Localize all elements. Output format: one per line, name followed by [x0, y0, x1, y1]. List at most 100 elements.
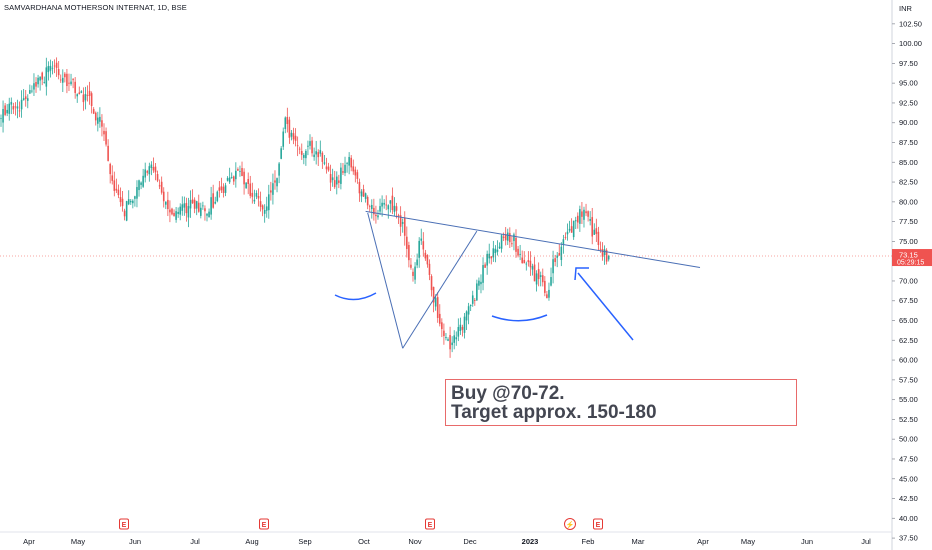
- countdown-label: 05:29:15: [897, 260, 924, 267]
- candle-body: [177, 211, 179, 214]
- candle-body: [587, 211, 589, 217]
- candle-body: [57, 69, 60, 76]
- candle-body: [113, 180, 116, 191]
- y-tick-label: 82.50: [899, 178, 918, 187]
- candle-body: [323, 162, 326, 164]
- candle-body: [463, 316, 466, 333]
- candles-group: [0, 57, 610, 358]
- candle-body: [350, 157, 352, 168]
- y-tick-label: 52.50: [899, 415, 918, 424]
- candle-body: [335, 176, 338, 185]
- candle-body: [467, 306, 470, 315]
- candle-body: [383, 202, 385, 205]
- x-tick-label: Sep: [298, 537, 311, 546]
- y-tick-label: 100.00: [899, 39, 922, 48]
- candle-body: [593, 229, 596, 235]
- candle-body: [443, 330, 445, 337]
- candle-body: [43, 82, 46, 83]
- y-tick-label: 50.00: [899, 435, 918, 444]
- candle-body: [358, 181, 361, 194]
- candle-body: [148, 166, 151, 175]
- y-tick-label: 67.50: [899, 296, 918, 305]
- note-line-target: Target approx. 150-180: [451, 402, 657, 423]
- y-tick-label: 92.50: [899, 98, 918, 107]
- candle-body: [286, 116, 289, 125]
- candle-body: [255, 192, 258, 197]
- candle-body: [10, 101, 13, 105]
- trade-note-box[interactable]: Buy @70-72. Target approx. 150-180: [445, 379, 797, 426]
- candle-body: [90, 93, 93, 107]
- candle-body: [517, 248, 519, 256]
- candle-body: [515, 237, 517, 252]
- y-tick-label: 102.50: [899, 19, 922, 28]
- candle-body: [389, 200, 392, 204]
- y-tick-label: 90.00: [899, 118, 918, 127]
- candle-body: [603, 249, 606, 255]
- candle-body: [243, 171, 245, 185]
- candle-body: [416, 259, 418, 266]
- candle-body: [232, 176, 235, 182]
- candle-body: [119, 197, 122, 203]
- candle-body: [319, 150, 322, 154]
- candle-body: [480, 281, 482, 285]
- candle-body: [519, 253, 521, 255]
- candle-body: [228, 177, 231, 183]
- candle-body: [274, 180, 276, 183]
- x-tick-label: May: [71, 537, 85, 546]
- candle-body: [428, 263, 431, 275]
- y-tick-label: 87.50: [899, 138, 918, 147]
- candle-body: [290, 132, 293, 137]
- candle-body: [338, 180, 340, 183]
- candle-body: [465, 311, 468, 321]
- candle-body: [68, 82, 70, 84]
- candle-body: [554, 258, 556, 263]
- candle-body: [0, 117, 2, 119]
- candle-body: [59, 79, 62, 81]
- candle-body: [35, 81, 37, 87]
- candle-body: [270, 190, 272, 193]
- x-tick-label: Mar: [632, 537, 645, 546]
- candle-body: [422, 241, 425, 250]
- candle-body: [84, 94, 87, 101]
- candle-body: [72, 79, 74, 81]
- candle-body: [525, 263, 528, 265]
- x-tick-label: Nov: [408, 537, 422, 546]
- candle-body: [539, 275, 542, 277]
- candle-body: [109, 163, 111, 175]
- candle-body: [4, 105, 6, 115]
- candle-body: [189, 200, 192, 209]
- candle-body: [385, 204, 388, 206]
- candle-body: [160, 181, 163, 193]
- note-line-buy: Buy @70-72.: [451, 383, 565, 404]
- candle-body: [348, 156, 350, 166]
- candle-body: [261, 205, 264, 210]
- candle-body: [226, 178, 229, 181]
- candle-body: [251, 192, 254, 197]
- candle-body: [191, 199, 194, 204]
- arrow-head: [574, 267, 589, 281]
- candle-body: [268, 194, 270, 211]
- candle-body: [471, 295, 474, 304]
- candle-body: [296, 145, 299, 147]
- candle-body: [156, 174, 159, 181]
- candle-body: [511, 243, 513, 245]
- y-tick-label: 60.00: [899, 356, 918, 365]
- candle-body: [585, 211, 587, 214]
- y-tick-label: 37.50: [899, 534, 918, 543]
- candle-body: [80, 91, 83, 93]
- right-shoulder-arc: [491, 314, 548, 322]
- candle-body: [521, 257, 523, 263]
- left-shoulder-arc: [334, 292, 377, 301]
- x-tick-label: May: [741, 537, 755, 546]
- candle-body: [235, 170, 237, 180]
- candle-body: [22, 98, 25, 101]
- candle-body: [401, 222, 404, 224]
- candle-body: [158, 185, 161, 187]
- earnings-event-icon: [259, 518, 269, 530]
- candle-body: [321, 152, 324, 162]
- candle-body: [533, 264, 536, 282]
- candle-body: [165, 201, 167, 205]
- candle-body: [94, 112, 97, 121]
- candle-body: [247, 179, 249, 184]
